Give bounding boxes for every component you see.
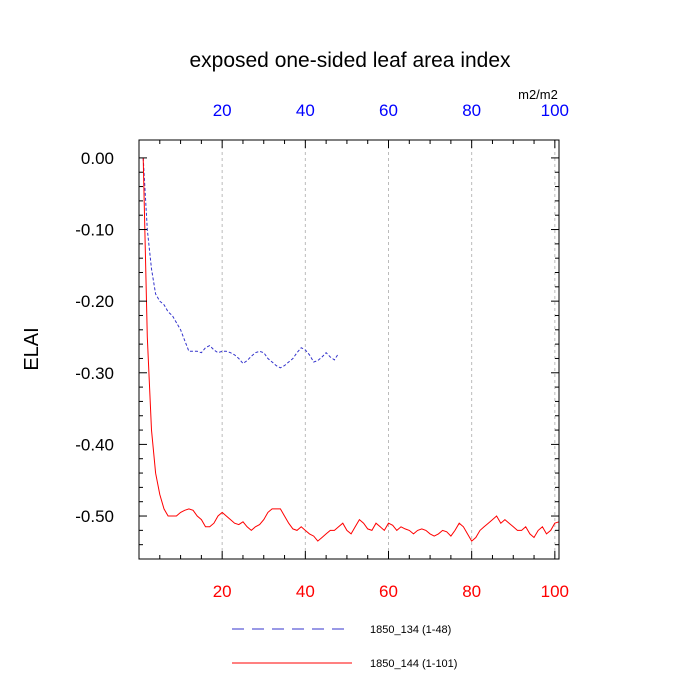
x-tick-label-bottom: 40 — [296, 582, 315, 601]
y-tick-label: -0.40 — [75, 435, 114, 454]
x-tick-label-bottom: 100 — [541, 582, 569, 601]
units-label: m2/m2 — [518, 87, 558, 102]
plot-frame — [138, 139, 560, 560]
legend: 1850_134 (1-48) 1850_144 (1-101) — [232, 624, 457, 670]
x-tick-label-top: 40 — [296, 101, 315, 120]
x-tick-label-top: 80 — [462, 101, 481, 120]
x-tick-label-top: 100 — [541, 101, 569, 120]
x-tick-label-bottom: 60 — [379, 582, 398, 601]
x-tick-label-bottom: 20 — [213, 582, 232, 601]
y-tick-label: -0.30 — [75, 364, 114, 383]
x-tick-label-top: 20 — [213, 101, 232, 120]
legend-label-1: 1850_134 (1-48) — [370, 624, 451, 636]
legend-label-2: 1850_144 (1-101) — [370, 658, 457, 670]
series-lines — [142, 157, 560, 542]
axis-ticks — [139, 140, 559, 559]
y-tick-label: -0.50 — [75, 507, 114, 526]
y-tick-label: -0.10 — [75, 221, 114, 240]
y-tick-label: -0.20 — [75, 292, 114, 311]
series-line-2 — [142, 157, 560, 542]
y-tick-label: 0.00 — [81, 149, 114, 168]
tick-labels: 0.00 -0.10 -0.20 -0.30 -0.40 -0.50 20 20 40 40 60 6… — [75, 101, 569, 601]
y-axis-label: ELAI — [21, 327, 43, 370]
series-line-1 — [142, 157, 340, 369]
chart-title: exposed one-sided leaf area index — [189, 49, 511, 72]
grid — [221, 140, 556, 559]
x-tick-label-bottom: 80 — [462, 582, 481, 601]
x-tick-label-top: 60 — [379, 101, 398, 120]
